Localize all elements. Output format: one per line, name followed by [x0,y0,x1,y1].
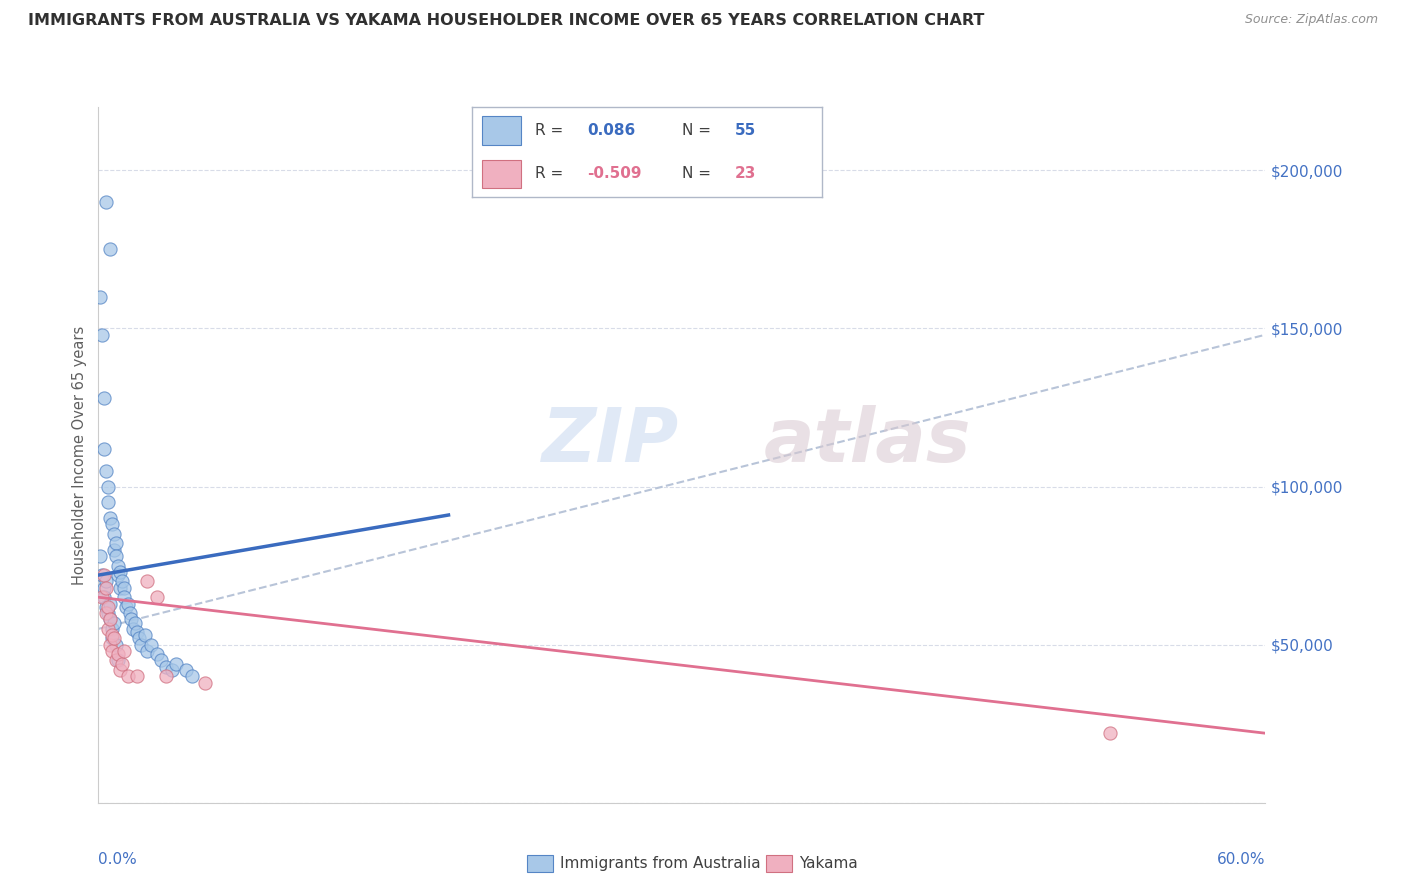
Point [104,653,127,667]
Point [194,675,217,690]
Point [124,615,146,630]
Point [98,638,121,652]
Text: atlas: atlas [763,404,972,477]
Point [93,568,115,582]
Point [93,442,115,456]
Point [107,558,129,573]
Point [1098,726,1121,740]
Point [97,479,120,493]
Point [108,565,131,579]
Point [112,591,135,605]
Point [165,657,187,671]
Point [98,597,121,611]
Point [128,632,150,646]
Point [97,622,120,636]
Point [93,581,115,595]
Text: Yakama: Yakama [799,856,858,871]
Point [112,581,135,595]
Point [174,663,197,677]
Text: 0.0%: 0.0% [98,852,138,866]
Point [91,568,114,582]
Point [155,669,177,683]
Point [112,644,135,658]
Point [96,581,118,595]
Point [122,622,145,636]
Point [98,612,121,626]
Point [129,638,152,652]
Point [89,290,111,304]
Point [111,574,134,589]
Point [93,591,115,605]
Point [91,327,114,342]
Point [107,568,129,582]
Point [108,581,131,595]
Point [103,632,125,646]
Point [149,653,172,667]
Point [103,527,125,541]
Point [96,599,118,614]
Point [155,660,177,674]
Text: 60.0%: 60.0% [1218,852,1265,866]
Point [103,615,125,630]
Point [91,591,114,605]
Point [107,647,129,661]
Point [96,194,118,209]
Point [97,606,120,620]
Point [180,669,202,683]
Point [127,625,149,640]
Point [118,606,141,620]
Text: ZIP: ZIP [541,404,679,477]
Point [98,243,121,257]
Point [101,517,124,532]
Point [96,464,118,478]
Point [136,574,159,589]
Point [121,612,143,626]
Point [162,663,184,677]
Point [96,606,118,620]
Point [104,638,127,652]
Point [101,628,124,642]
Point [127,669,149,683]
Point [98,511,121,525]
Point [117,597,139,611]
Point [107,653,129,667]
Point [96,574,118,589]
Point [104,549,127,563]
Point [89,549,111,563]
Point [104,536,127,550]
Point [117,669,139,683]
Point [97,495,120,509]
Point [101,644,124,658]
Point [97,599,120,614]
Point [103,542,125,557]
Point [146,591,169,605]
Point [101,632,124,646]
Point [146,647,169,661]
Text: Immigrants from Australia: Immigrants from Australia [560,856,761,871]
Text: IMMIGRANTS FROM AUSTRALIA VS YAKAMA HOUSEHOLDER INCOME OVER 65 YEARS CORRELATION: IMMIGRANTS FROM AUSTRALIA VS YAKAMA HOUS… [28,13,984,29]
Point [136,644,159,658]
Point [111,657,134,671]
Point [98,612,121,626]
Y-axis label: Householder Income Over 65 years: Householder Income Over 65 years [72,326,87,584]
Text: Source: ZipAtlas.com: Source: ZipAtlas.com [1244,13,1378,27]
Point [139,638,162,652]
Point [93,391,115,405]
Point [108,663,131,677]
Point [134,628,156,642]
Point [114,599,136,614]
Point [101,622,124,636]
